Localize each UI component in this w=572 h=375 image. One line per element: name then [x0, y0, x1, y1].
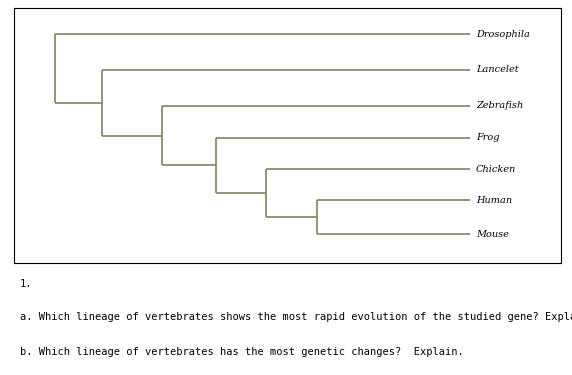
- Text: Lancelet: Lancelet: [476, 66, 518, 75]
- Text: Drosophila: Drosophila: [476, 30, 530, 39]
- Text: Zebrafish: Zebrafish: [476, 101, 523, 110]
- Text: Chicken: Chicken: [476, 165, 516, 174]
- Text: a. Which lineage of vertebrates shows the most rapid evolution of the studied ge: a. Which lineage of vertebrates shows th…: [20, 312, 572, 322]
- Text: Frog: Frog: [476, 133, 499, 142]
- Text: Mouse: Mouse: [476, 230, 509, 239]
- Text: Human: Human: [476, 195, 512, 204]
- Text: 1.: 1.: [20, 279, 32, 289]
- Text: b. Which lineage of vertebrates has the most genetic changes?  Explain.: b. Which lineage of vertebrates has the …: [20, 346, 463, 357]
